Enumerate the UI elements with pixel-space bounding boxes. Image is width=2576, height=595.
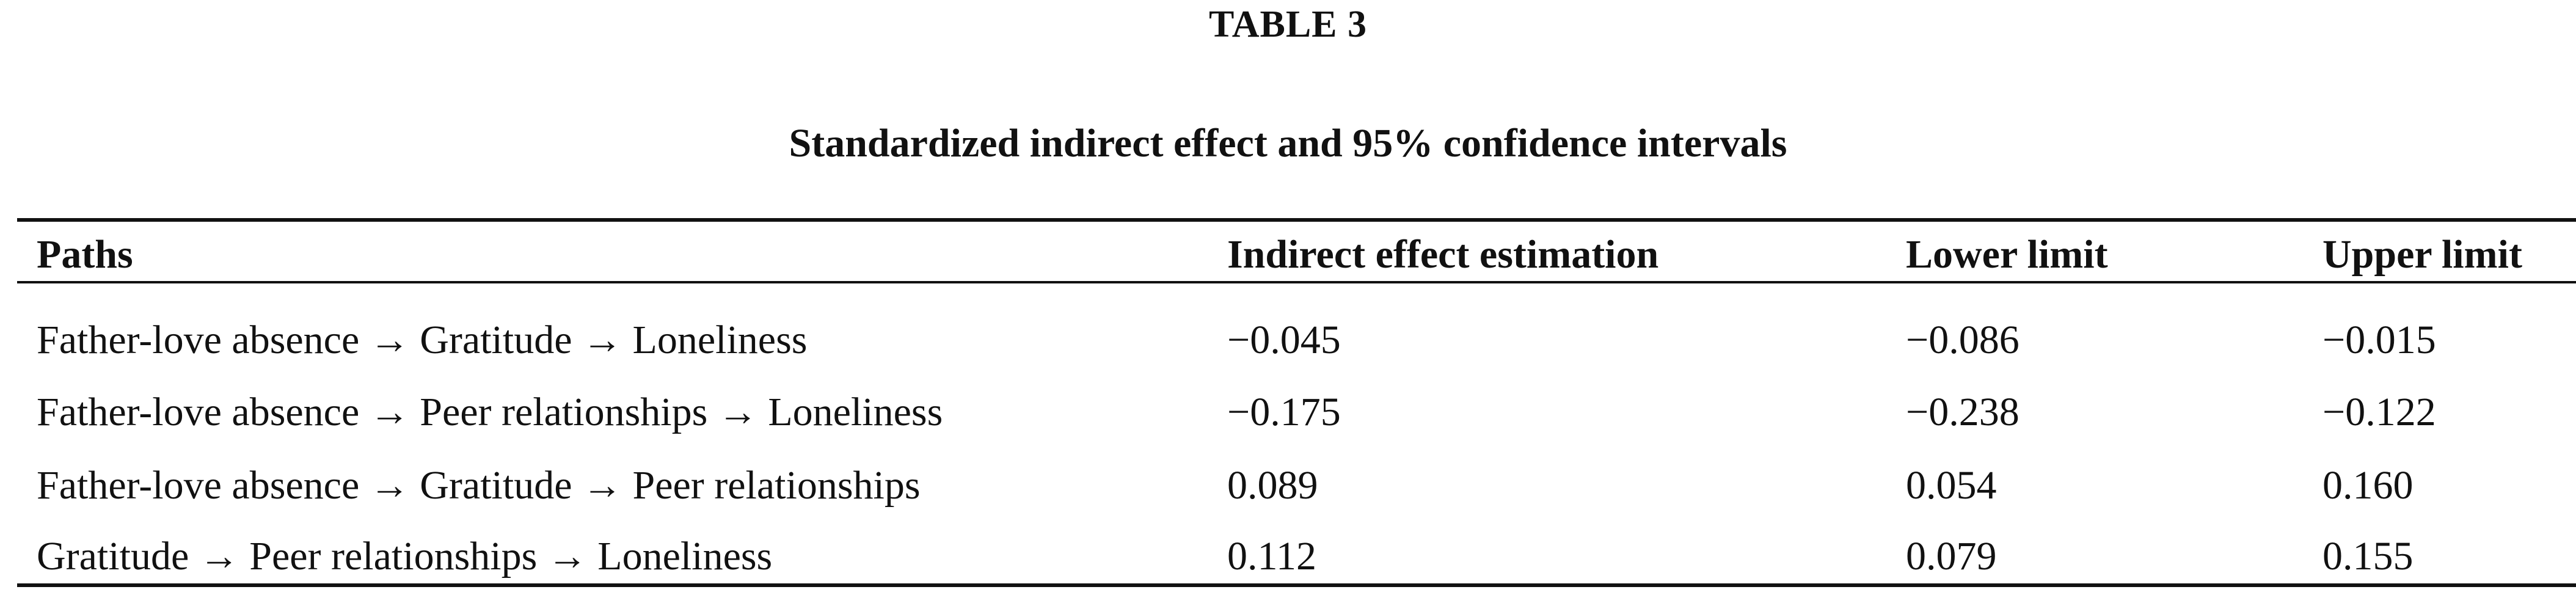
header-indirect-effect: Indirect effect estimation	[1227, 232, 1659, 277]
upper-limit-cell: 0.155	[2322, 534, 2414, 579]
path-cell: Gratitude → Peer relationships → Lonelin…	[37, 534, 773, 579]
table-bottom-rule	[17, 583, 2576, 587]
lower-limit-cell: 0.079	[1906, 534, 1997, 579]
table-header-row: Paths Indirect effect estimation Lower l…	[0, 227, 2576, 282]
table-row: Father-love absence → Gratitude → Peer r…	[0, 458, 2576, 513]
header-lower-limit: Lower limit	[1906, 232, 2108, 277]
indirect-effect-cell: −0.045	[1227, 318, 1341, 362]
lower-limit-cell: −0.086	[1906, 318, 2020, 362]
indirect-effect-cell: −0.175	[1227, 390, 1341, 434]
lower-limit-cell: 0.054	[1906, 463, 1997, 508]
path-cell: Father-love absence → Peer relationships…	[37, 390, 943, 434]
table-row: Father-love absence → Peer relationships…	[0, 385, 2576, 440]
lower-limit-cell: −0.238	[1906, 390, 2020, 434]
indirect-effect-cell: 0.112	[1227, 534, 1317, 579]
upper-limit-cell: 0.160	[2322, 463, 2414, 508]
header-upper-limit: Upper limit	[2322, 232, 2522, 277]
table-row: Father-love absence → Gratitude → Loneli…	[0, 313, 2576, 368]
header-paths: Paths	[37, 232, 133, 277]
path-cell: Father-love absence → Gratitude → Peer r…	[37, 463, 921, 508]
upper-limit-cell: −0.015	[2322, 318, 2436, 362]
table-label: TABLE 3	[1208, 4, 1368, 45]
table-header-rule	[17, 281, 2576, 283]
table-caption: Standardized indirect effect and 95% con…	[789, 121, 1787, 166]
table-row: Gratitude → Peer relationships → Lonelin…	[0, 529, 2576, 584]
upper-limit-cell: −0.122	[2322, 390, 2436, 434]
indirect-effect-cell: 0.089	[1227, 463, 1318, 508]
path-cell: Father-love absence → Gratitude → Loneli…	[37, 318, 808, 362]
table-top-rule	[17, 218, 2576, 222]
